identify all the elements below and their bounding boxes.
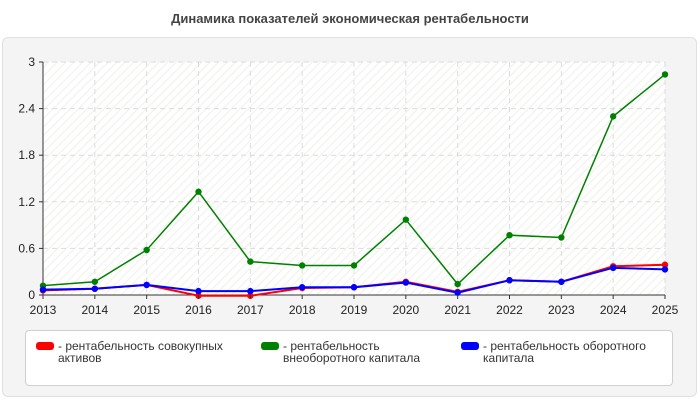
series-point-2[interactable] (298, 284, 306, 291)
chart-title: Динамика показателей экономическая рента… (171, 11, 529, 26)
series-point-1[interactable] (247, 258, 254, 265)
x-tick-label: 2021 (444, 303, 471, 317)
series-point-0[interactable] (661, 261, 669, 268)
series-point-2[interactable] (195, 287, 202, 295)
x-tick-label: 2025 (652, 303, 679, 317)
series-point-1[interactable] (609, 113, 617, 120)
x-tick-label: 2024 (600, 303, 627, 317)
series-point-2[interactable] (39, 286, 47, 293)
series-point-2[interactable] (143, 281, 150, 289)
series-point-1[interactable] (298, 262, 306, 269)
series-point-2[interactable] (506, 277, 513, 284)
y-tick-label: 1.8 (18, 148, 35, 162)
x-tick-label: 2017 (237, 303, 264, 317)
series-point-2[interactable] (91, 285, 99, 292)
series-point-1[interactable] (558, 234, 565, 241)
series-point-2[interactable] (350, 284, 358, 291)
x-tick-label: 2023 (548, 303, 575, 317)
legend-label-assets: - рентабельность совокупных активов (58, 339, 223, 365)
x-tick-label: 2016 (185, 303, 212, 317)
x-tick-label: 2014 (81, 303, 108, 317)
x-tick-label: 2015 (133, 303, 160, 317)
tick-labels: 0 0.6 1.2 1.8 2.4 3 2013 2014 2015 2016 2017 2018 20… (18, 55, 678, 317)
x-tick-label: 2018 (289, 303, 316, 317)
series-point-1[interactable] (143, 246, 150, 254)
series-point-1[interactable] (350, 262, 358, 269)
series-point-1[interactable] (91, 278, 99, 285)
x-tick-label: 2020 (392, 303, 419, 317)
series-point-2[interactable] (661, 266, 669, 273)
legend-swatch-assets (36, 342, 54, 350)
series-point-2[interactable] (609, 264, 617, 272)
series-layer (39, 71, 669, 299)
x-tick-label: 2022 (496, 303, 523, 317)
series-point-2[interactable] (558, 278, 565, 285)
y-tick-label: 0 (28, 288, 35, 302)
x-tick-label: 2019 (341, 303, 368, 317)
series-point-1[interactable] (661, 71, 669, 78)
series-point-2[interactable] (402, 279, 410, 286)
series-point-1[interactable] (454, 280, 461, 288)
y-tick-label: 0.6 (18, 241, 35, 255)
legend-label-fixed-capital: - рентабельность внеоборотного капитала (283, 339, 420, 365)
x-tick-label: 2013 (30, 303, 57, 317)
legend: - рентабельность совокупных активов - ре… (25, 330, 673, 386)
y-tick-label: 3 (28, 55, 35, 69)
y-tick-label: 1.2 (18, 195, 35, 209)
legend-label-working-capital: - рентабельность оборотного капитала (483, 339, 646, 365)
series-point-2[interactable] (454, 289, 461, 296)
series-point-1[interactable] (402, 216, 410, 223)
legend-swatch-fixed-capital (261, 342, 279, 350)
legend-swatch-working-capital (461, 342, 479, 350)
series-point-1[interactable] (506, 231, 513, 239)
series-point-1[interactable] (195, 188, 202, 195)
y-tick-label: 2.4 (18, 102, 35, 116)
series-point-2[interactable] (247, 287, 254, 295)
